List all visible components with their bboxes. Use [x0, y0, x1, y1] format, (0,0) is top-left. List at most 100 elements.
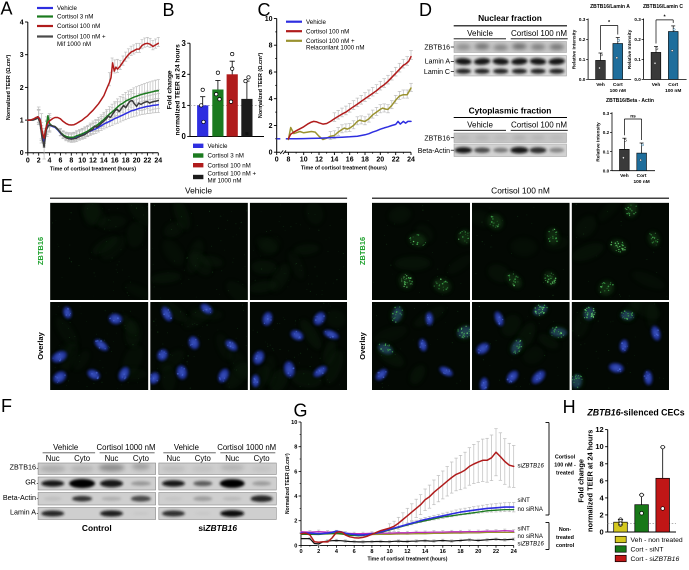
svg-text:Mif 1000 nM: Mif 1000 nM — [208, 178, 242, 185]
svg-text:Cortisol 3 nM: Cortisol 3 nM — [208, 153, 244, 160]
svg-text:H: H — [563, 397, 576, 417]
svg-text:Vehicle: Vehicle — [174, 443, 199, 452]
svg-text:siNT: siNT — [518, 498, 531, 504]
svg-text:8: 8 — [600, 459, 604, 468]
svg-text:6: 6 — [294, 469, 297, 475]
svg-text:Mif 1000 nM: Mif 1000 nM — [57, 41, 91, 48]
svg-text:Cortisol: Cortisol — [555, 455, 576, 461]
svg-text:6: 6 — [58, 157, 62, 164]
svg-text:Vehicle: Vehicle — [185, 186, 212, 196]
svg-text:0.2: 0.2 — [579, 37, 586, 42]
svg-text:ZBTB16: ZBTB16 — [10, 463, 36, 472]
svg-text:Nuclear fraction: Nuclear fraction — [478, 13, 542, 23]
svg-text:siZBTB16: siZBTB16 — [198, 523, 237, 533]
svg-text:G: G — [294, 401, 308, 421]
svg-text:20: 20 — [376, 157, 384, 164]
svg-text:A: A — [1, 0, 13, 19]
svg-text:siNT: siNT — [518, 526, 531, 532]
svg-text:2: 2 — [37, 157, 41, 164]
svg-text:Cort: Cort — [637, 173, 647, 179]
svg-text:C: C — [258, 0, 271, 20]
svg-text:0.1: 0.1 — [634, 57, 641, 62]
svg-text:siZBTB16: siZBTB16 — [518, 541, 545, 547]
svg-text:24: 24 — [154, 157, 162, 164]
svg-text:Cortisol 100 nM +: Cortisol 100 nM + — [306, 38, 355, 45]
svg-text:ZBTB16: ZBTB16 — [358, 237, 367, 265]
svg-text:ZBTB16/Beta - Actin: ZBTB16/Beta - Actin — [606, 98, 654, 104]
svg-text:no siRNA: no siRNA — [518, 534, 543, 540]
svg-text:Lamin A: Lamin A — [10, 508, 36, 517]
svg-text:Nuc: Nuc — [105, 454, 119, 463]
svg-text:16: 16 — [346, 157, 354, 164]
svg-text:8: 8 — [286, 157, 290, 164]
svg-text:12: 12 — [89, 157, 97, 164]
svg-text:Time of cortisol treatment (ho: Time of cortisol treatment (hours) — [301, 166, 387, 172]
svg-text:Overlay: Overlay — [36, 331, 45, 359]
svg-text:8: 8 — [294, 445, 297, 451]
svg-text:Veh - non treated: Veh - non treated — [631, 537, 683, 544]
svg-text:normalized TEER at 24 hours: normalized TEER at 24 hours — [585, 430, 594, 532]
svg-text:ZBTB16: ZBTB16 — [424, 45, 450, 52]
svg-text:Normalized TEER (Ω.cm²): Normalized TEER (Ω.cm²) — [285, 453, 291, 514]
svg-text:2: 2 — [181, 70, 186, 79]
svg-text:E: E — [1, 176, 13, 196]
svg-text:14: 14 — [100, 157, 108, 164]
svg-text:24: 24 — [407, 157, 415, 164]
svg-text:Vehicle: Vehicle — [57, 5, 78, 12]
svg-text:6: 6 — [269, 69, 273, 76]
svg-text:14: 14 — [331, 157, 339, 164]
svg-text:2: 2 — [269, 123, 273, 130]
svg-text:ZBTB16: ZBTB16 — [424, 136, 450, 143]
svg-text:D: D — [419, 0, 432, 20]
svg-text:Cortisol 100 nM: Cortisol 100 nM — [511, 29, 567, 38]
svg-text:Cortisol 100 nM: Cortisol 100 nM — [57, 23, 100, 30]
svg-text:Normalized TEER (Ω.cm²): Normalized TEER (Ω.cm²) — [6, 54, 12, 120]
svg-text:100 nM: 100 nM — [665, 88, 681, 94]
svg-text:0.1: 0.1 — [579, 57, 586, 62]
svg-text:0: 0 — [600, 528, 604, 537]
svg-text:3: 3 — [181, 39, 186, 48]
svg-text:10: 10 — [300, 157, 308, 164]
svg-text:12: 12 — [404, 549, 410, 555]
svg-text:14: 14 — [422, 549, 429, 555]
svg-text:ZBTB16-silenced CECs: ZBTB16-silenced CECs — [586, 408, 684, 418]
svg-text:Beta-Actin: Beta-Actin — [3, 493, 36, 502]
svg-text:10: 10 — [291, 420, 297, 426]
svg-text:8: 8 — [269, 43, 273, 50]
svg-text:0.1: 0.1 — [603, 149, 610, 154]
svg-text:Veh: Veh — [620, 173, 629, 179]
svg-text:0: 0 — [294, 543, 297, 549]
svg-text:Nuc: Nuc — [46, 454, 60, 463]
svg-text:Vehicle: Vehicle — [53, 443, 78, 452]
svg-text:Lamin A: Lamin A — [425, 59, 451, 66]
svg-text:16: 16 — [440, 549, 446, 555]
svg-text:0.2: 0.2 — [634, 37, 641, 42]
svg-text:Normalized TEER (Ω.cm²): Normalized TEER (Ω.cm²) — [258, 52, 264, 118]
svg-text:20: 20 — [133, 157, 141, 164]
svg-text:1: 1 — [20, 118, 24, 125]
svg-text:treated: treated — [556, 471, 574, 477]
svg-text:10: 10 — [595, 442, 603, 451]
svg-text:Cortisol 3 nM: Cortisol 3 nM — [57, 14, 93, 21]
svg-text:10: 10 — [386, 549, 392, 555]
svg-text:4: 4 — [20, 19, 24, 26]
svg-text:Fold change: Fold change — [166, 70, 173, 109]
svg-text:Relative Intensity: Relative Intensity — [596, 122, 602, 162]
svg-text:Cyto: Cyto — [74, 454, 91, 463]
svg-text:Relative Intensity: Relative Intensity — [572, 29, 578, 69]
svg-text:2: 2 — [294, 519, 297, 525]
svg-text:2: 2 — [317, 549, 320, 555]
svg-text:Cytoplasmic fraction: Cytoplasmic fraction — [469, 106, 552, 116]
svg-text:22: 22 — [144, 157, 152, 164]
svg-text:2: 2 — [600, 510, 604, 519]
svg-text:ZBTB16/Lamin C: ZBTB16/Lamin C — [643, 4, 683, 10]
svg-text:Cyto: Cyto — [133, 454, 150, 463]
svg-text:0.3: 0.3 — [579, 17, 586, 22]
svg-text:4: 4 — [48, 157, 52, 164]
svg-text:0.3: 0.3 — [634, 17, 641, 22]
svg-text:Vehicle: Vehicle — [467, 29, 493, 38]
svg-text:Cortisol 100 nM +: Cortisol 100 nM + — [208, 171, 257, 178]
svg-text:Relative Intensity: Relative Intensity — [627, 29, 633, 69]
svg-text:treated: treated — [556, 535, 574, 541]
svg-text:0.2: 0.2 — [603, 130, 610, 135]
